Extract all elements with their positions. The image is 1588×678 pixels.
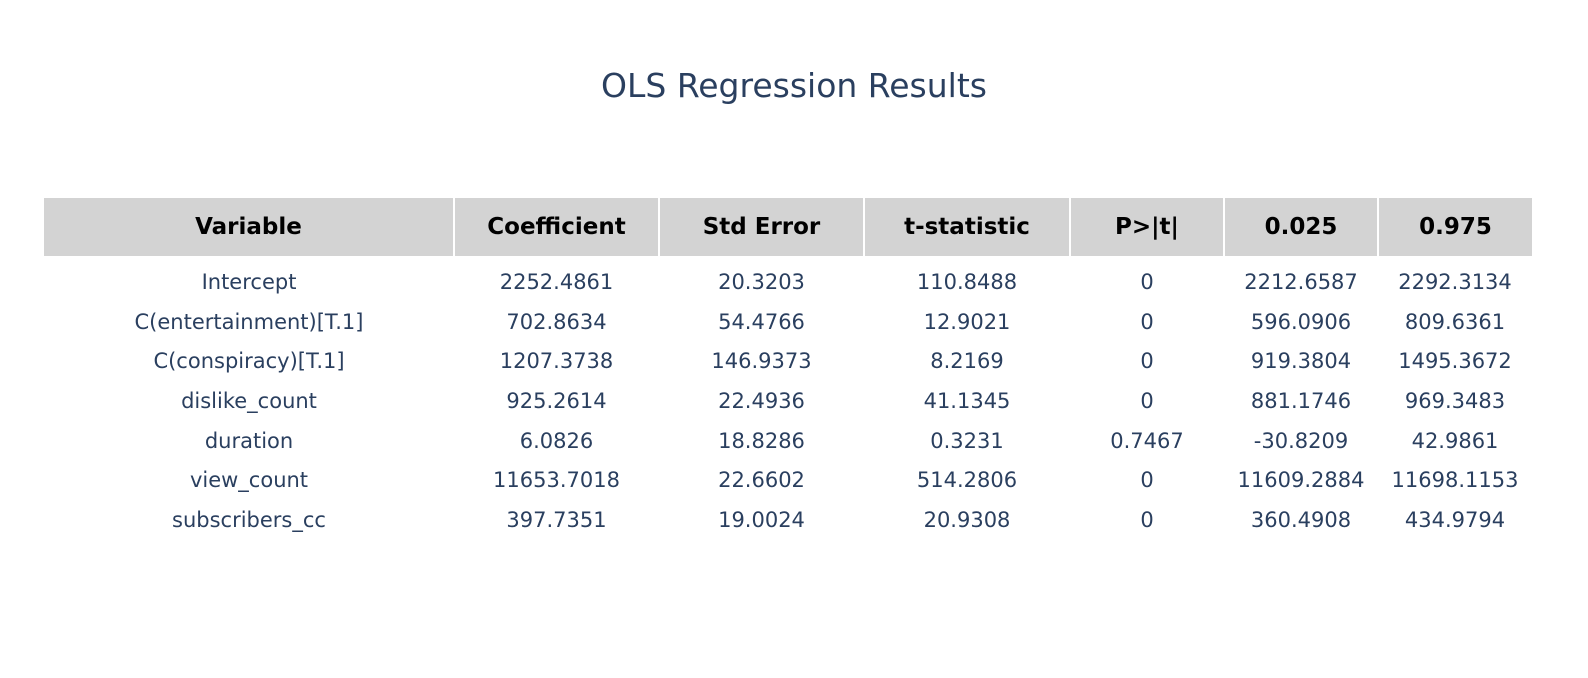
header-std-error: Std Error: [659, 198, 865, 256]
cell-t-statistic: 110.8488: [916, 269, 1018, 294]
table-title: OLS Regression Results: [601, 66, 987, 105]
cell-p-value: 0: [1140, 309, 1154, 334]
table-body: Intercept 2252.4861 20.3203 110.8488 0 2212.6…: [44, 256, 1532, 540]
cell-ci-lower: 11609.2884: [1237, 468, 1365, 493]
cell-ci-upper: 1495.3672: [1398, 349, 1512, 374]
cell-ci-lower: 360.4908: [1250, 507, 1352, 532]
cell-t-statistic: 0.3231: [930, 428, 1004, 453]
cell-t-statistic: 41.1345: [923, 388, 1011, 413]
cell-ci-upper: 11698.1153: [1391, 468, 1519, 493]
table-row: view_count 11653.7018 22.6602 514.2806 0 1160…: [44, 460, 1532, 500]
cell-variable: C(conspiracy)[T.1]: [153, 349, 345, 374]
cell-t-statistic: 20.9308: [923, 507, 1011, 532]
cell-t-statistic: 514.2806: [916, 468, 1018, 493]
cell-p-value: 0.7467: [1110, 428, 1184, 453]
cell-std-error: 18.8286: [718, 428, 805, 453]
header-ci-upper: 0.975: [1378, 198, 1532, 256]
header-p-value: P>|t|: [1070, 198, 1225, 256]
cell-ci-upper: 2292.3134: [1398, 269, 1512, 294]
cell-coefficient: 397.7351: [506, 507, 607, 532]
cell-ci-lower: -30.8209: [1253, 428, 1349, 453]
cell-coefficient: 2252.4861: [499, 269, 614, 294]
table-row: Intercept 2252.4861 20.3203 110.8488 0 2212.6…: [44, 256, 1532, 302]
cell-std-error: 146.9373: [711, 349, 812, 374]
table-row: dislike_count 925.2614 22.4936 41.1345 0 881.…: [44, 381, 1532, 421]
table-row: subscribers_cc 397.7351 19.0024 20.9308 0 360…: [44, 500, 1532, 540]
cell-coefficient: 6.0826: [519, 428, 594, 453]
cell-t-statistic: 12.9021: [923, 309, 1011, 334]
cell-std-error: 22.4936: [718, 388, 805, 413]
cell-coefficient: 702.8634: [506, 309, 607, 334]
cell-p-value: 0: [1140, 388, 1154, 413]
cell-coefficient: 11653.7018: [493, 468, 620, 493]
cell-coefficient: 1207.3738: [499, 349, 614, 374]
table-row: duration 6.0826 18.8286 0.3231 0.7467 -30.820…: [44, 421, 1532, 461]
cell-p-value: 0: [1140, 349, 1154, 374]
cell-ci-lower: 881.1746: [1250, 388, 1352, 413]
table-row: C(conspiracy)[T.1] 1207.3738 146.9373 8.216…: [44, 341, 1532, 381]
cell-ci-upper: 969.3483: [1404, 388, 1506, 413]
cell-std-error: 20.3203: [718, 269, 805, 294]
cell-variable: view_count: [189, 468, 309, 493]
cell-ci-upper: 42.9861: [1411, 428, 1499, 453]
cell-ci-lower: 2212.6587: [1244, 269, 1358, 294]
cell-ci-upper: 809.6361: [1404, 309, 1506, 334]
header-t-statistic: t-statistic: [864, 198, 1071, 256]
cell-std-error: 54.4766: [718, 309, 805, 334]
cell-variable: C(entertainment)[T.1]: [134, 309, 364, 334]
cell-p-value: 0: [1140, 507, 1154, 532]
cell-ci-lower: 919.3804: [1250, 349, 1352, 374]
cell-p-value: 0: [1140, 468, 1154, 493]
header-row: Variable Coefficient Std Error t-statist…: [44, 198, 1532, 256]
cell-variable: Intercept: [201, 269, 297, 294]
header-ci-lower: 0.025: [1224, 198, 1379, 256]
cell-variable: subscribers_cc: [172, 507, 326, 532]
cell-ci-lower: 596.0906: [1250, 309, 1352, 334]
cell-variable: duration: [204, 428, 294, 453]
regression-table: Variable Coefficient Std Error t-statist…: [44, 198, 1532, 540]
header-coefficient: Coefficient: [454, 198, 660, 256]
cell-std-error: 19.0024: [718, 507, 805, 532]
cell-std-error: 22.6602: [718, 468, 805, 493]
table-row: C(entertainment)[T.1] 702.8634 54.4766 12.9…: [44, 302, 1532, 342]
header-variable: Variable: [44, 198, 455, 256]
cell-p-value: 0: [1140, 269, 1154, 294]
cell-variable: dislike_count: [181, 388, 317, 413]
cell-t-statistic: 8.2169: [930, 349, 1004, 374]
cell-coefficient: 925.2614: [506, 388, 607, 413]
cell-ci-upper: 434.9794: [1404, 507, 1506, 532]
